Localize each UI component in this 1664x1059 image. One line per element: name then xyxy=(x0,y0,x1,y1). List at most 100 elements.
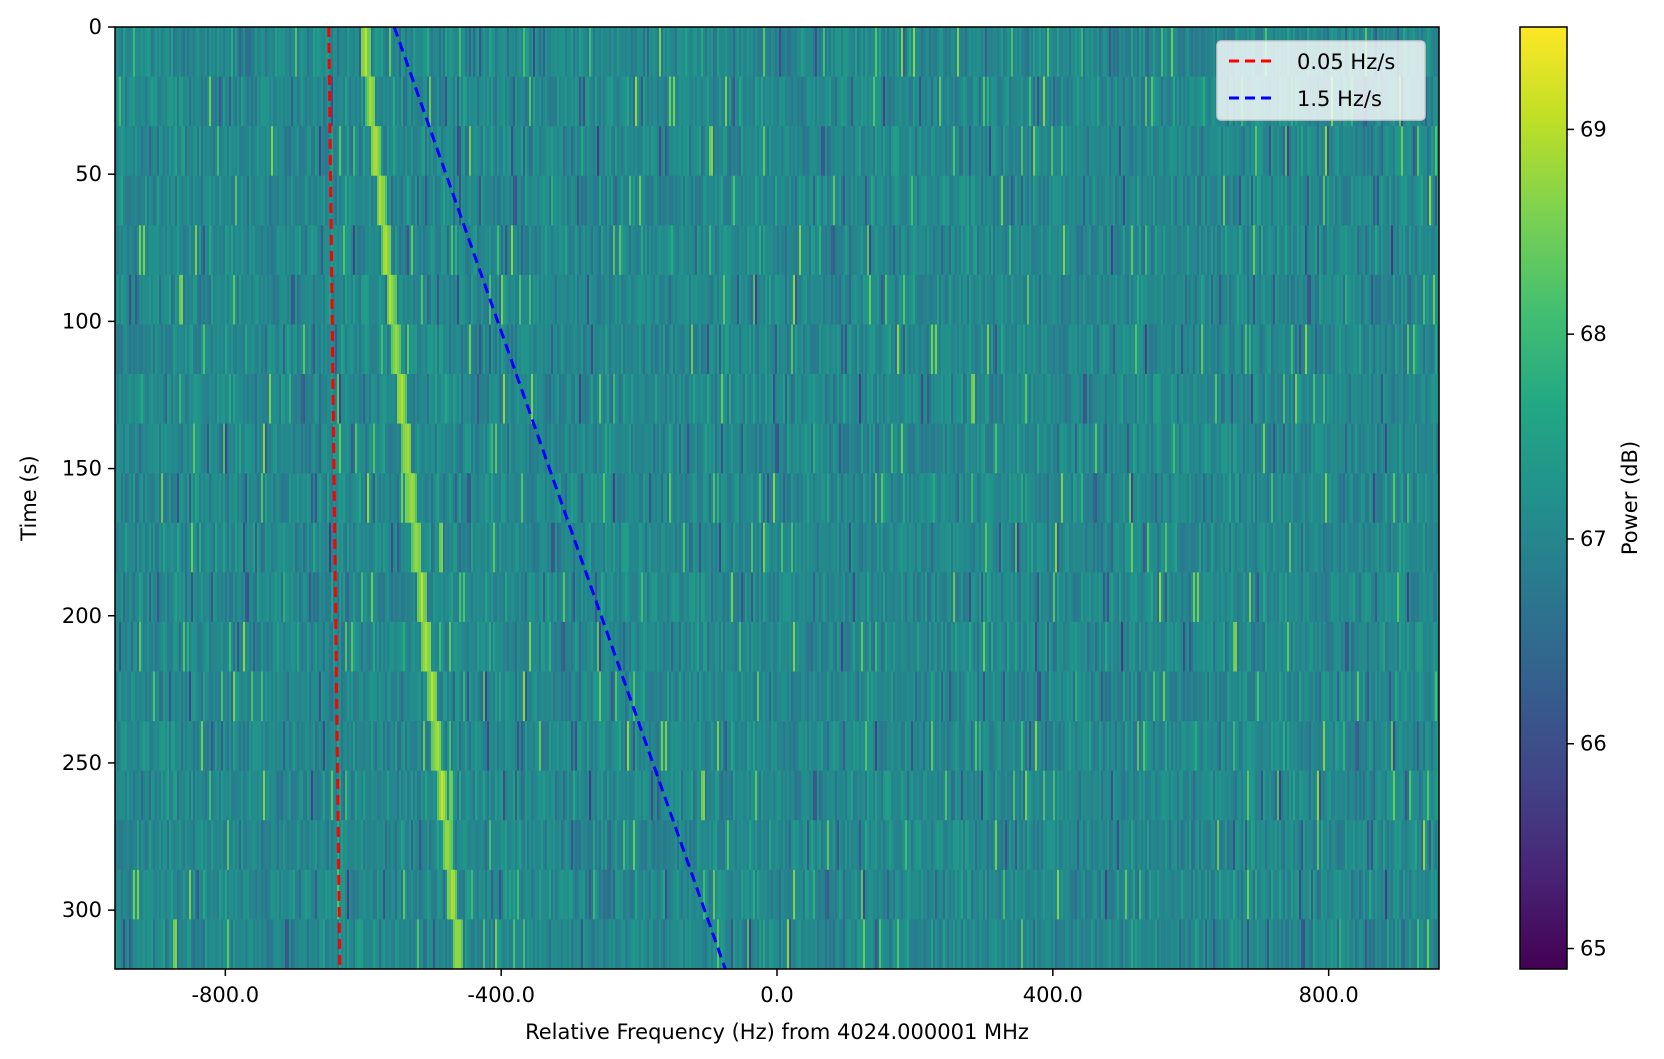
heatmap-cell xyxy=(611,225,614,276)
heatmap-cell xyxy=(325,27,328,77)
heatmap-cell xyxy=(1077,126,1080,177)
heatmap-cell xyxy=(187,225,190,276)
heatmap-cell xyxy=(1403,274,1406,325)
heatmap-cell xyxy=(869,274,872,325)
heatmap-cell xyxy=(1157,324,1160,375)
heatmap-cell xyxy=(827,324,830,375)
heatmap-cell xyxy=(159,324,162,375)
heatmap-cell xyxy=(493,274,496,325)
heatmap-cell xyxy=(219,225,222,276)
heatmap-cell xyxy=(901,324,904,375)
heatmap-cell xyxy=(865,27,868,77)
heatmap-cell xyxy=(581,175,584,226)
heatmap-cell xyxy=(647,324,650,375)
heatmap-cell xyxy=(763,225,766,276)
heatmap-cell xyxy=(711,225,714,276)
heatmap-cell xyxy=(405,324,408,375)
heatmap-cell xyxy=(989,27,992,77)
heatmap-cell xyxy=(1039,27,1042,77)
heatmap-cell xyxy=(925,76,928,127)
heatmap-cell xyxy=(637,27,640,77)
heatmap-cell xyxy=(1007,126,1010,177)
heatmap-cell xyxy=(697,76,700,127)
heatmap-cell xyxy=(1149,126,1152,177)
heatmap-cell xyxy=(753,324,756,375)
heatmap-cell xyxy=(623,76,626,127)
heatmap-cell xyxy=(157,126,160,177)
heatmap-cell xyxy=(1011,324,1014,375)
heatmap-cell xyxy=(551,374,554,425)
heatmap-cell xyxy=(583,374,586,425)
heatmap-cell xyxy=(1201,76,1204,127)
heatmap-cell xyxy=(669,76,672,127)
heatmap-cell xyxy=(459,225,462,276)
heatmap-cell xyxy=(1135,324,1138,375)
heatmap-cell xyxy=(235,225,238,276)
heatmap-cell xyxy=(825,374,828,425)
heatmap-cell xyxy=(645,175,648,226)
heatmap-cell xyxy=(157,324,160,375)
heatmap-cell xyxy=(949,76,952,127)
heatmap-cell xyxy=(927,225,930,276)
heatmap-cell xyxy=(733,374,736,425)
heatmap-cell xyxy=(729,225,732,276)
heatmap-cell xyxy=(171,274,174,325)
heatmap-cell xyxy=(825,27,828,77)
heatmap-cell xyxy=(207,27,210,77)
heatmap-cell xyxy=(197,27,200,77)
heatmap-cell xyxy=(905,324,908,375)
heatmap-cell xyxy=(953,225,956,276)
heatmap-cell xyxy=(289,225,292,276)
heatmap-cell xyxy=(171,175,174,226)
heatmap-cell xyxy=(517,175,520,226)
heatmap-cell xyxy=(593,27,596,77)
heatmap-cell xyxy=(207,126,210,177)
heatmap-cell xyxy=(205,374,208,425)
heatmap-cell xyxy=(381,27,384,77)
heatmap-cell xyxy=(1353,126,1356,177)
heatmap-cell xyxy=(1107,274,1110,325)
heatmap-cell xyxy=(889,175,892,226)
heatmap-cell xyxy=(221,126,224,177)
heatmap-cell xyxy=(889,225,892,276)
heatmap-cell xyxy=(347,27,350,77)
heatmap-cell xyxy=(895,126,898,177)
heatmap-cell xyxy=(575,27,578,77)
heatmap-cell xyxy=(345,76,348,127)
heatmap-cell xyxy=(1253,274,1256,325)
heatmap-cell xyxy=(181,126,184,177)
heatmap-cell xyxy=(275,225,278,276)
heatmap-cell xyxy=(1121,27,1124,77)
heatmap-cell xyxy=(127,27,130,77)
heatmap-cell xyxy=(867,27,870,77)
heatmap-cell xyxy=(1353,274,1356,325)
heatmap-cell xyxy=(1259,175,1262,226)
heatmap-cell xyxy=(779,175,782,226)
heatmap-cell xyxy=(1063,225,1066,276)
heatmap-cell xyxy=(1205,175,1208,226)
heatmap-cell xyxy=(1223,175,1226,226)
heatmap-cell xyxy=(751,225,754,276)
heatmap-cell xyxy=(537,374,540,425)
heatmap-cell xyxy=(527,175,530,226)
heatmap-cell xyxy=(1165,274,1168,325)
heatmap-cell xyxy=(977,324,980,375)
heatmap-cell xyxy=(1183,274,1186,325)
heatmap-cell xyxy=(425,225,428,276)
heatmap-cell xyxy=(1141,175,1144,226)
heatmap-cell xyxy=(1343,126,1346,177)
heatmap-cell xyxy=(791,27,794,77)
heatmap-cell xyxy=(325,324,328,375)
heatmap-cell xyxy=(765,126,768,177)
heatmap-cell xyxy=(1143,175,1146,226)
heatmap-cell xyxy=(1035,126,1038,177)
heatmap-cell xyxy=(585,374,588,425)
heatmap-cell xyxy=(601,374,604,425)
heatmap-cell xyxy=(1433,175,1436,226)
heatmap-cell xyxy=(1171,225,1174,276)
heatmap-cell xyxy=(641,225,644,276)
heatmap-cell xyxy=(809,175,812,226)
heatmap-cell xyxy=(955,274,958,325)
heatmap-cell xyxy=(575,274,578,325)
heatmap-cell xyxy=(547,324,550,375)
